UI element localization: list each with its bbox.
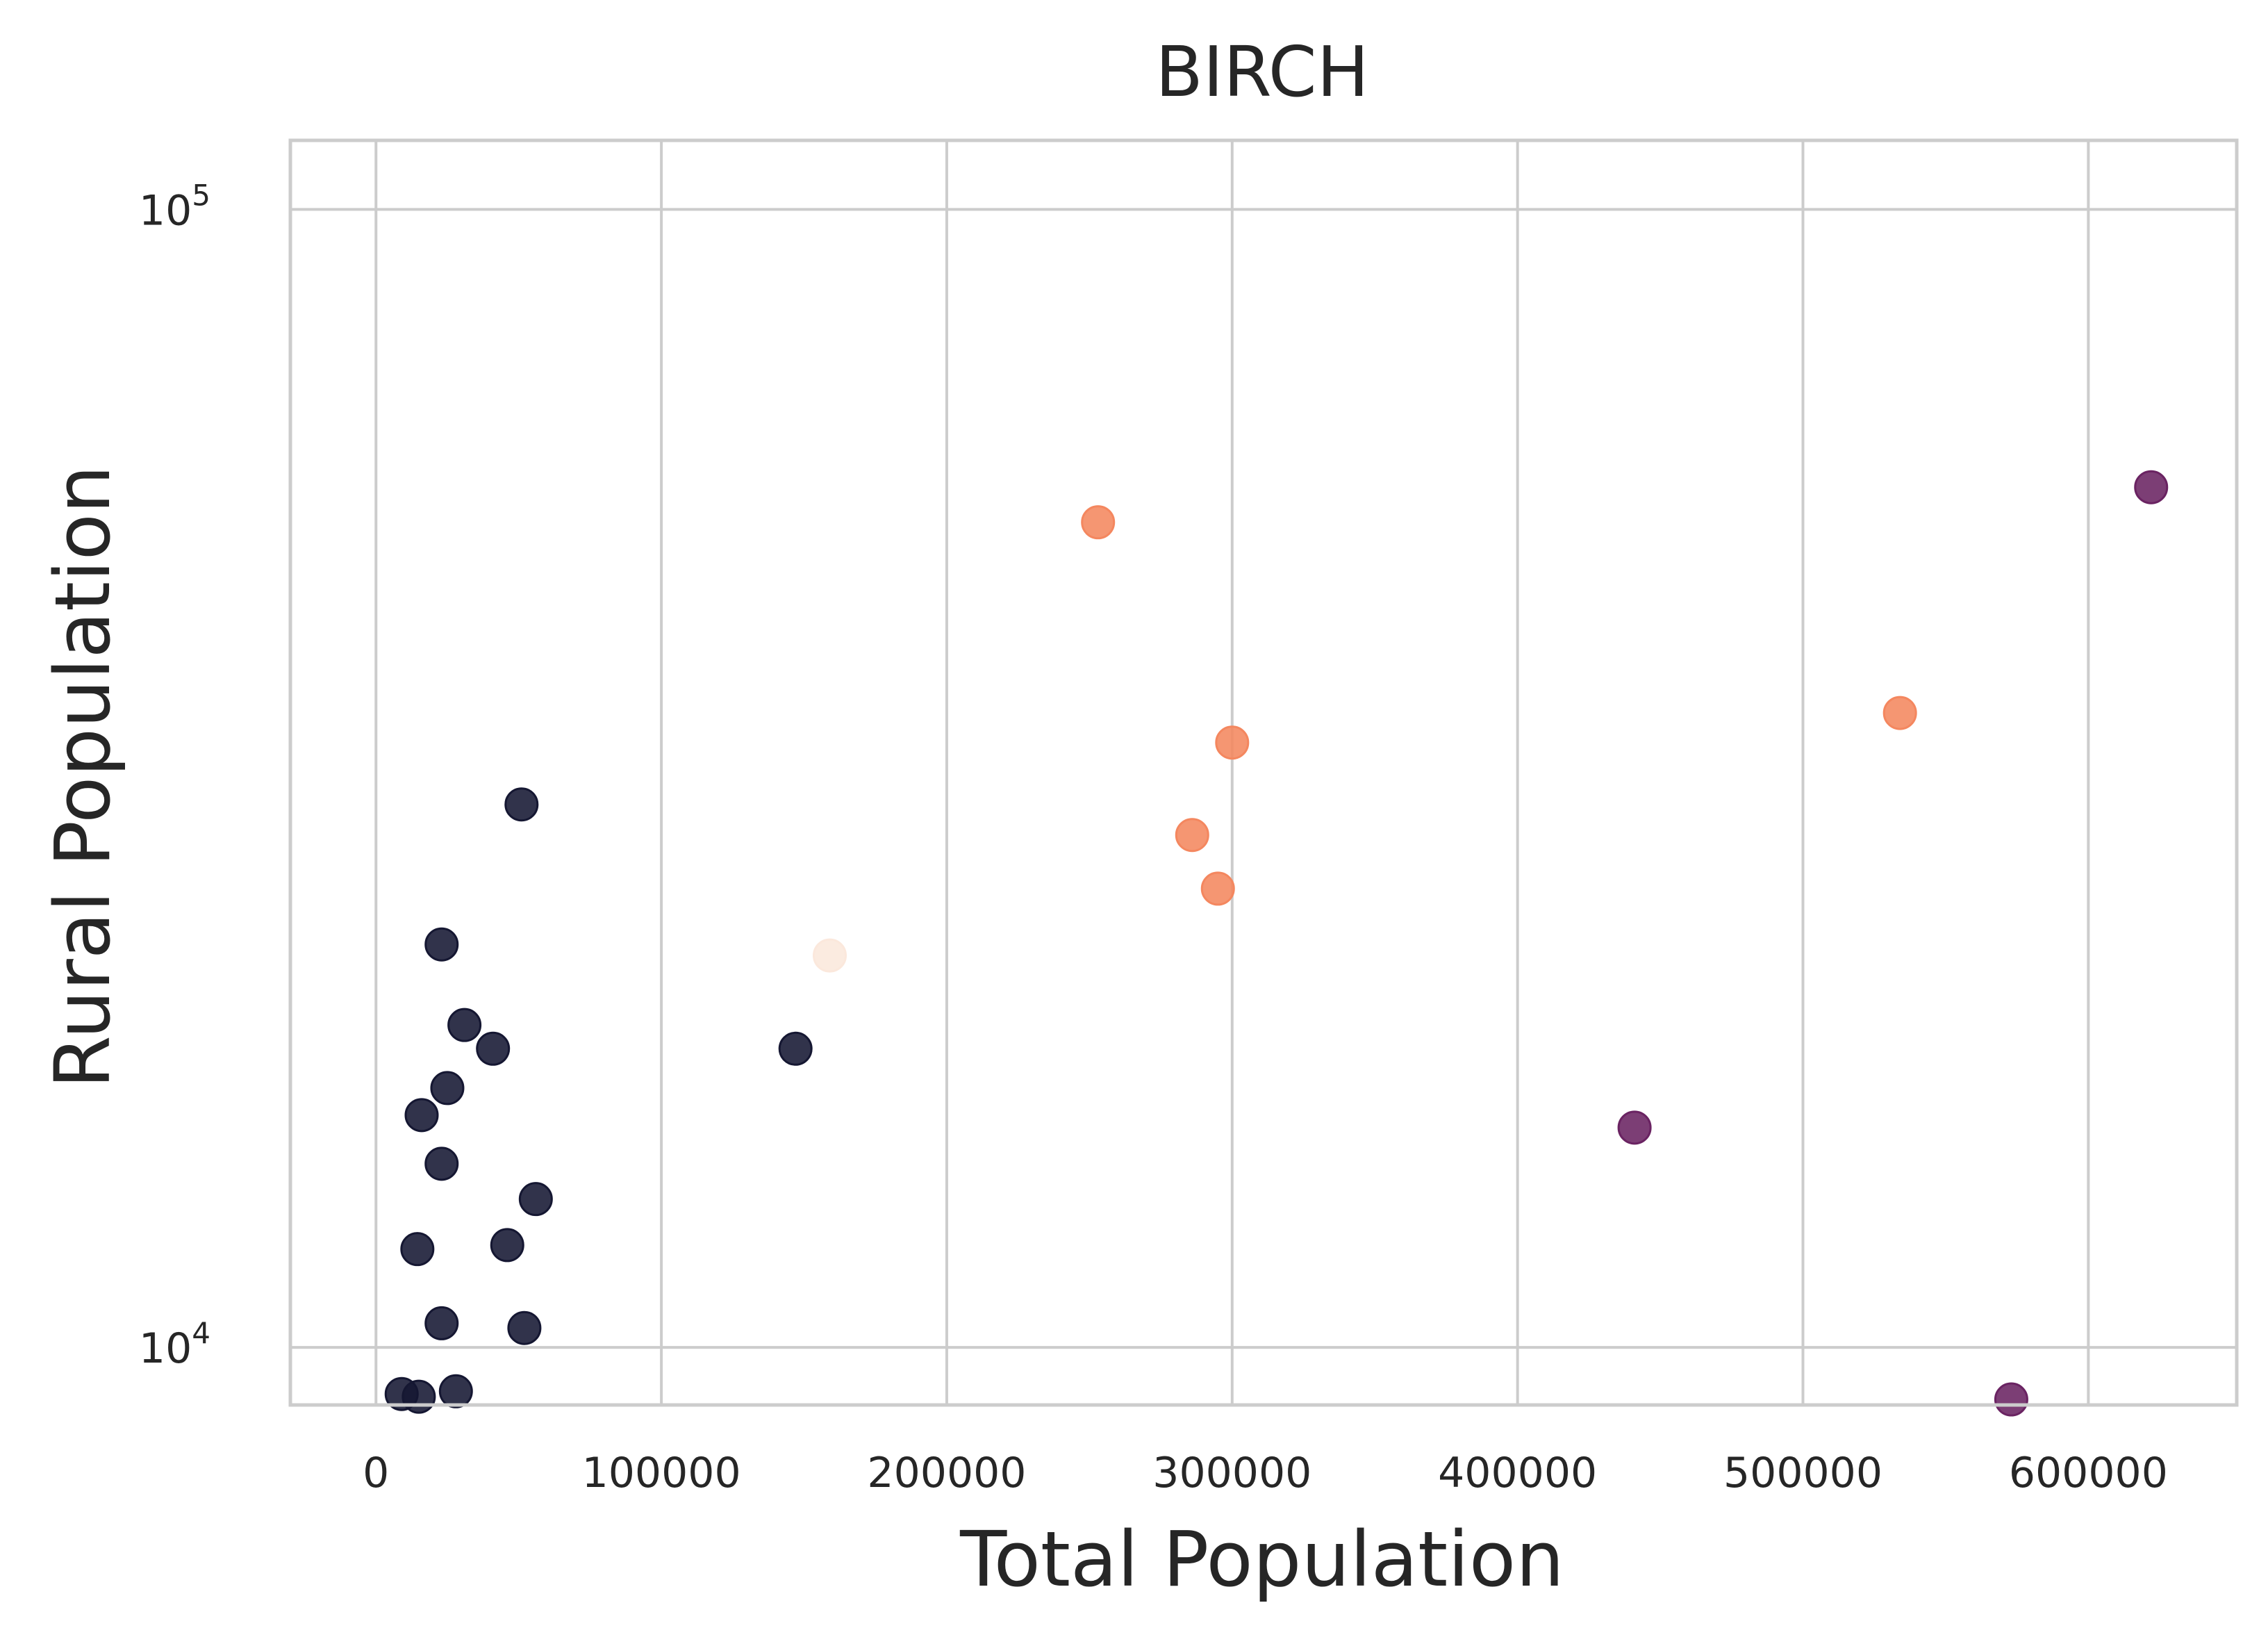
plot-frame — [288, 138, 2239, 1407]
data-point-cluster-3 — [1994, 1382, 2028, 1417]
data-point-cluster-1 — [1081, 505, 1116, 540]
y-tick-exponent: 4 — [192, 1316, 210, 1350]
data-point-cluster-0 — [476, 1031, 511, 1066]
x-tick-labels: 0 100000 200000 300000 400000 500000 600000 — [363, 1449, 2168, 1497]
data-point-cluster-0 — [404, 1098, 439, 1133]
data-point-cluster-0 — [490, 1228, 524, 1263]
y-tick-exponent: 5 — [192, 178, 210, 212]
data-point-cluster-0 — [438, 1374, 473, 1408]
y-axis-label: Rural Population — [38, 465, 127, 1088]
gridlines — [290, 140, 2237, 1405]
x-tick-label: 400000 — [1438, 1449, 1597, 1497]
x-tick-label: 300000 — [1152, 1449, 1311, 1497]
x-tick-label: 200000 — [867, 1449, 1026, 1497]
data-point-cluster-1 — [1200, 871, 1235, 906]
data-point-cluster-0 — [518, 1182, 553, 1217]
data-point-cluster-1 — [1215, 725, 1250, 760]
chart-title: BIRCH — [1155, 31, 1369, 113]
x-tick-label: 0 — [363, 1449, 389, 1497]
data-point-cluster-0 — [402, 1379, 436, 1414]
data-point-cluster-3 — [1617, 1110, 1652, 1145]
data-point-cluster-0 — [424, 1146, 459, 1181]
data-point-cluster-0 — [778, 1031, 813, 1066]
x-tick-label: 600000 — [2009, 1449, 2168, 1497]
x-tick-label: 100000 — [582, 1449, 741, 1497]
y-tick-base: 10 — [139, 1324, 192, 1373]
data-point-cluster-0 — [504, 787, 539, 822]
y-tick-label: 104 — [139, 1316, 210, 1373]
x-axis-label: Total Population — [959, 1515, 1564, 1604]
y-tick-base: 10 — [139, 186, 192, 235]
data-point-cluster-0 — [430, 1071, 465, 1105]
data-point-cluster-0 — [447, 1008, 482, 1042]
data-point-cluster-1 — [1882, 696, 1917, 730]
data-point-cluster-0 — [424, 927, 459, 962]
data-point-cluster-0 — [424, 1306, 459, 1340]
data-point-cluster-0 — [400, 1232, 435, 1267]
x-tick-label: 500000 — [1723, 1449, 1882, 1497]
data-point-cluster-0 — [507, 1310, 542, 1345]
data-point-cluster-1 — [1175, 818, 1209, 853]
y-tick-label: 105 — [139, 178, 210, 235]
data-point-cluster-2 — [813, 938, 847, 973]
data-point-cluster-3 — [2134, 470, 2169, 504]
